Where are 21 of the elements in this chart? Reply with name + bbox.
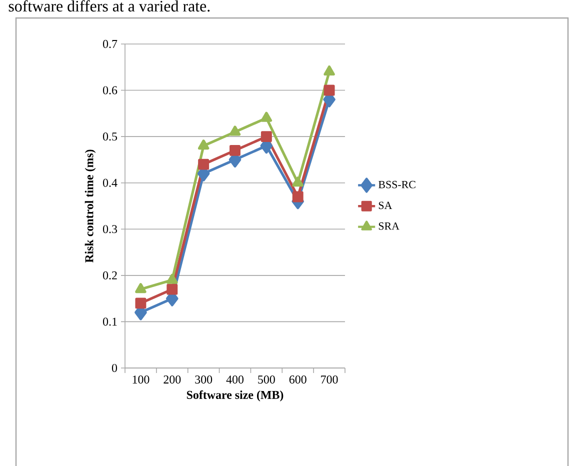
x-tick-label: 100 [132,376,150,384]
x-tick-label: 400 [226,376,244,384]
x-tick-label: 200 [164,376,181,384]
x-axis-title: Software size (MB) [186,390,284,402]
legend-label: BSS-RC [378,180,416,188]
y-tick-label: 0.4 [102,178,118,187]
y-tick-label: 0.5 [102,132,118,141]
y-tick-label: 0.1 [102,318,117,326]
x-tick-label: 300 [195,376,212,384]
y-axis-title: Risk control time (ms) [84,150,96,263]
x-tick-label: 600 [289,376,306,384]
y-tick-label: 0.7 [102,40,118,48]
y-tick-label: 0.3 [102,225,118,234]
x-tick-label: 700 [321,376,338,384]
y-tick-label: 0.2 [102,271,117,280]
y-tick-label: 0.6 [102,86,118,94]
x-tick-label: 500 [258,376,275,384]
y-tick-label: 0 [112,364,118,372]
legend-label: SA [378,202,392,210]
legend-label: SRA [378,222,400,230]
text: software differs at a varied rate. [8,0,210,12]
